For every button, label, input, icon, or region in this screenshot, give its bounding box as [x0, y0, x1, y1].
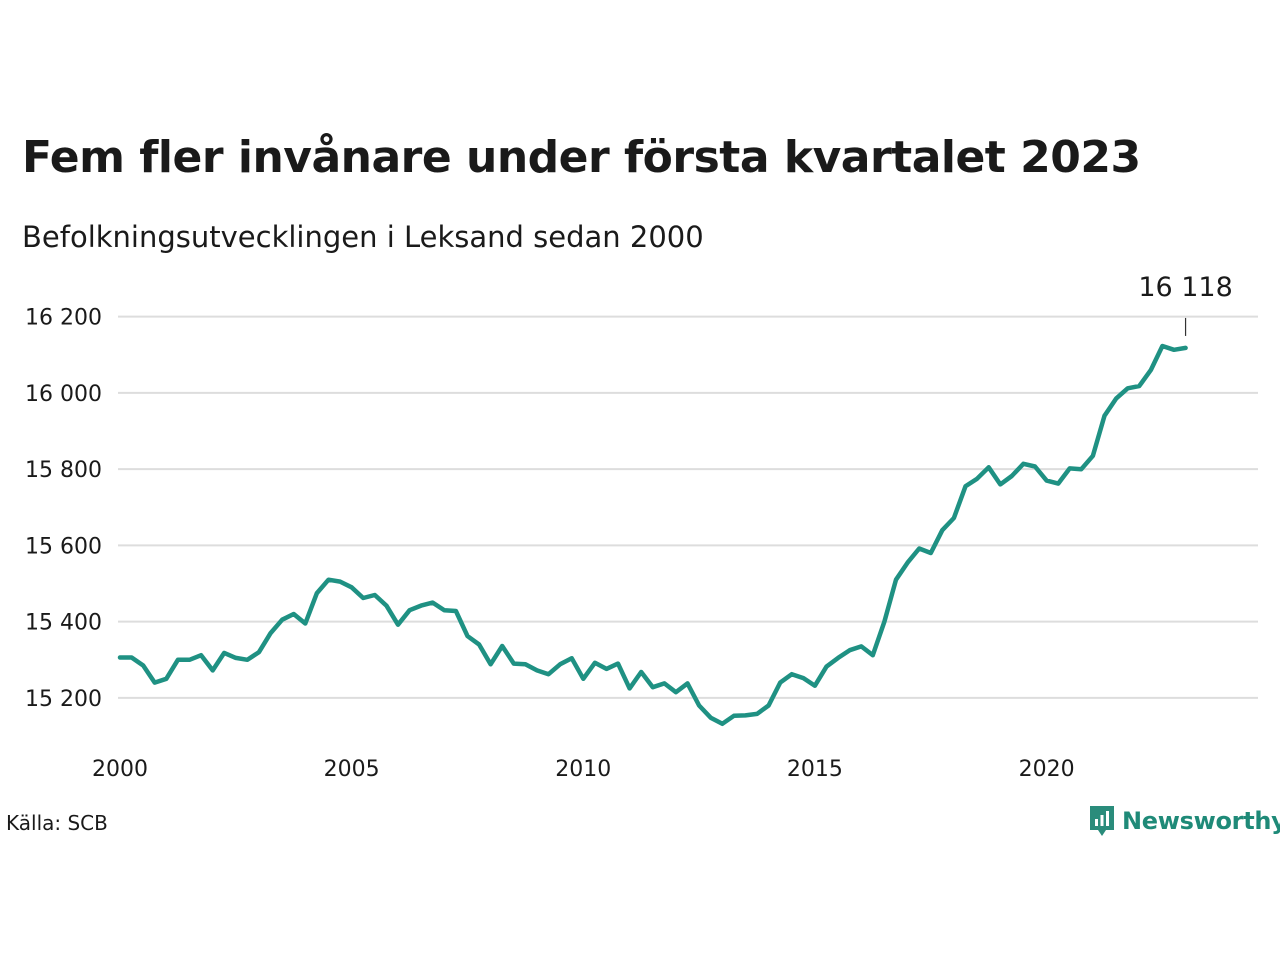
x-tick-label: 2010: [555, 757, 611, 782]
source-note: Källa: SCB: [6, 811, 108, 835]
series-line: [117, 343, 1188, 727]
x-tick-label: 2000: [92, 757, 148, 782]
x-tick-label: 2020: [1019, 757, 1075, 782]
y-axis-ticks: 15 200 15 400 15 600 15 800 16 000 16 200: [25, 306, 102, 712]
y-tick-label: 15 600: [25, 534, 102, 559]
y-tick-label: 16 200: [25, 306, 102, 331]
y-tick-label: 16 000: [25, 382, 102, 407]
brand-name: Newsworthy: [1122, 807, 1280, 835]
chart-title: Fem fler invånare under första kvartalet…: [22, 132, 1141, 183]
y-tick-label: 15 400: [25, 611, 102, 636]
x-tick-label: 2005: [324, 757, 380, 782]
series-group: [117, 343, 1188, 727]
annotation-group: 16 118: [1138, 272, 1233, 336]
grid-lines: [118, 315, 1258, 699]
annotation-label: 16 118: [1138, 272, 1232, 303]
newsworthy-logo-icon: [1090, 806, 1114, 836]
chart-subtitle: Befolkningsutvecklingen i Leksand sedan …: [22, 220, 704, 254]
x-tick-label: 2015: [787, 757, 843, 782]
brand-logo[interactable]: Newsworthy: [1088, 804, 1280, 838]
x-axis-ticks: 2000 2005 2010 2015 2020: [92, 757, 1075, 782]
y-tick-label: 15 800: [25, 458, 102, 483]
y-tick-label: 15 200: [25, 687, 102, 712]
